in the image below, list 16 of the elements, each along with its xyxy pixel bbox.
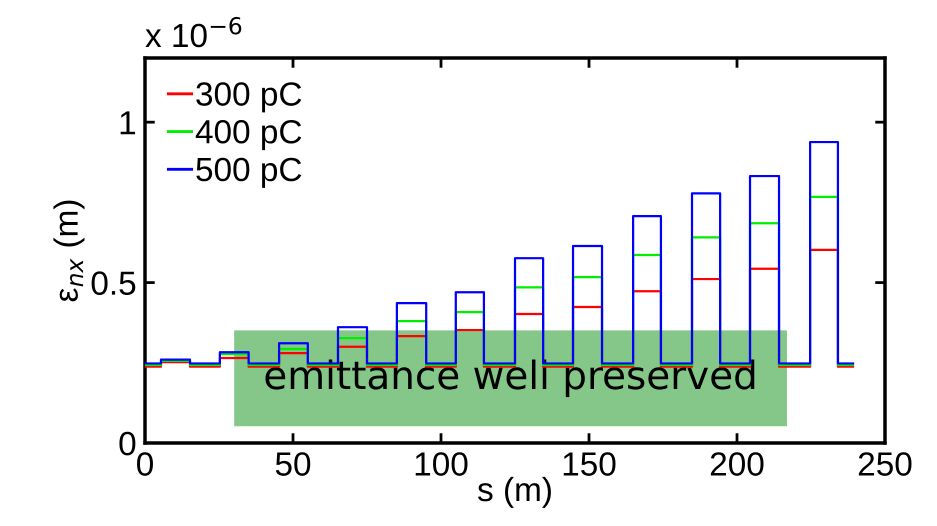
y-tick-label: 1: [120, 111, 136, 134]
x-tick-label: 200: [710, 452, 764, 476]
x-tick-label: 100: [416, 452, 468, 476]
x-tick-label: 50: [276, 452, 310, 476]
legend-label: 300 pC: [196, 82, 302, 112]
y-tick-label: 0: [119, 432, 136, 456]
legend-label: 400 pC: [196, 120, 302, 150]
x-tick-label: 250: [858, 452, 912, 476]
annotation: emittance well preserved: [265, 360, 754, 398]
legend-label: 500 pC: [196, 158, 302, 188]
x-tick-label: 0: [137, 452, 153, 476]
text: x 10$^{−6}$: [145, 16, 242, 48]
y-axis-title: ε$_{nx}$ (m): [53, 200, 84, 302]
y-tick-label: 0.5: [92, 271, 136, 295]
x-tick-label: 150: [564, 452, 616, 476]
x-axis-title: s (m): [478, 476, 551, 508]
